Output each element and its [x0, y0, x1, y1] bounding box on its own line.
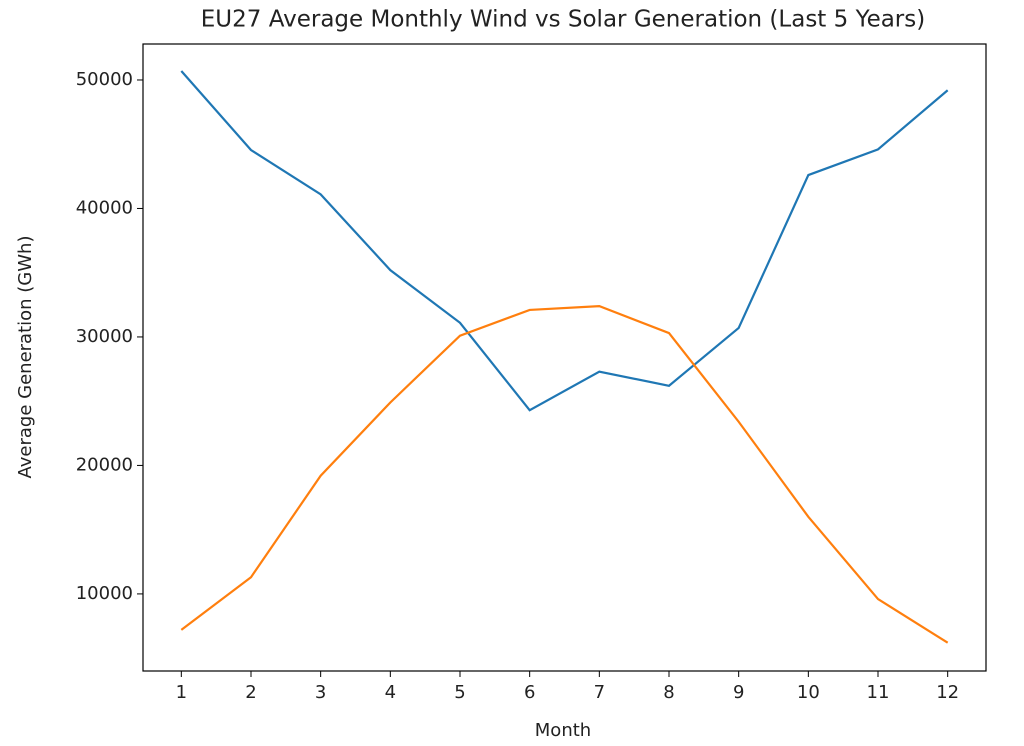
y-axis-label: Average Generation (GWh) — [15, 236, 36, 479]
x-axis-label: Month — [535, 720, 591, 741]
x-tick-label: 5 — [454, 682, 465, 703]
y-tick-label: 40000 — [76, 197, 133, 218]
x-tick-label: 11 — [867, 682, 890, 703]
y-tick-label: 20000 — [76, 454, 133, 475]
x-tick-label: 7 — [594, 682, 605, 703]
x-tick-label: 2 — [245, 682, 256, 703]
x-tick-label: 12 — [936, 682, 959, 703]
x-tick-label: 3 — [315, 682, 326, 703]
y-tick-label: 10000 — [76, 583, 133, 604]
series-line — [180, 70, 949, 412]
x-tick-label: 1 — [176, 682, 187, 703]
series-line — [180, 304, 949, 644]
y-tick-label: 30000 — [76, 326, 133, 347]
x-tick-label: 8 — [663, 682, 674, 703]
x-tick-label: 4 — [385, 682, 396, 703]
plot-frame — [142, 43, 987, 672]
y-tick-label: 50000 — [76, 69, 133, 90]
chart-title: EU27 Average Monthly Wind vs Solar Gener… — [201, 7, 925, 33]
x-tick-label: 10 — [797, 682, 820, 703]
x-tick-label: 9 — [733, 682, 744, 703]
x-tick-label: 6 — [524, 682, 535, 703]
